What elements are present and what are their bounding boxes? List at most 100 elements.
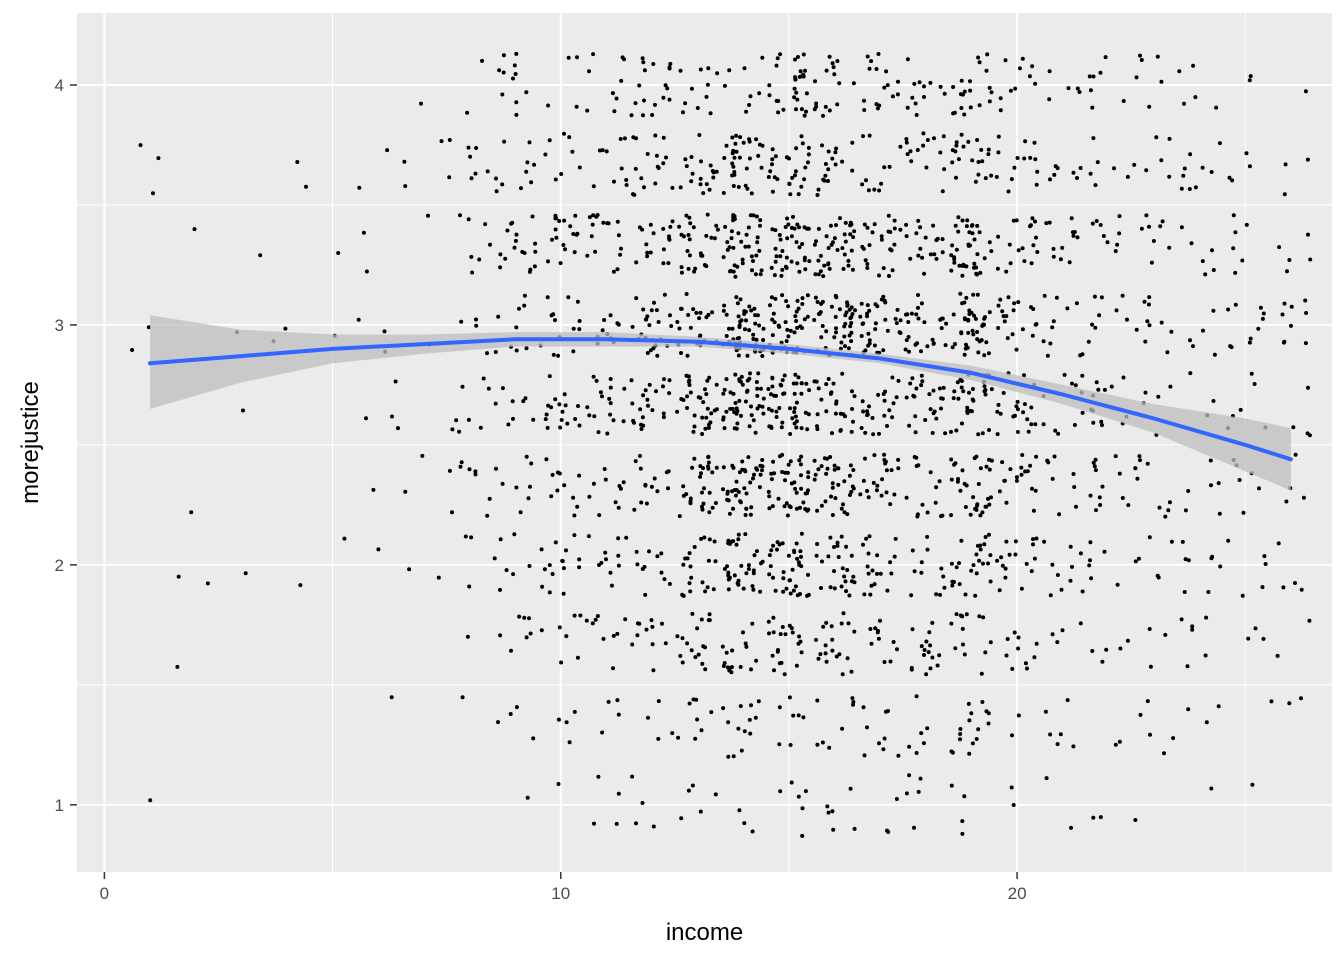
data-point (571, 495, 576, 500)
data-point (799, 107, 804, 112)
data-point (561, 566, 566, 571)
data-point (550, 572, 555, 576)
data-point (770, 157, 775, 162)
data-point (1233, 302, 1238, 307)
data-point (890, 415, 895, 420)
data-point (1218, 564, 1223, 569)
data-point (727, 511, 732, 516)
data-point (964, 224, 969, 229)
data-point (1055, 573, 1060, 577)
data-point (975, 223, 980, 228)
data-point (1148, 732, 1152, 737)
data-point (644, 501, 649, 506)
data-point (1012, 301, 1017, 306)
data-point (712, 408, 717, 413)
data-point (560, 558, 565, 563)
data-point (1029, 405, 1034, 410)
data-point (951, 312, 956, 317)
data-point (966, 139, 971, 144)
data-point (637, 225, 642, 230)
data-point (689, 648, 694, 653)
data-point (805, 593, 810, 598)
data-point (788, 591, 793, 596)
data-point (511, 572, 516, 577)
data-point (861, 246, 866, 251)
data-point (684, 164, 689, 169)
data-point (915, 148, 920, 152)
data-point (999, 555, 1004, 560)
data-point (686, 233, 691, 237)
data-point (651, 231, 656, 236)
data-point (986, 496, 990, 501)
data-point (1020, 56, 1025, 61)
data-point (776, 323, 781, 328)
data-point (1021, 410, 1026, 415)
data-point (549, 494, 554, 499)
data-point (1104, 647, 1109, 652)
data-point (1248, 336, 1253, 341)
data-point (1000, 460, 1005, 465)
data-point (995, 266, 1000, 271)
data-point (706, 466, 711, 471)
data-point (928, 80, 933, 85)
data-point (713, 501, 718, 505)
data-point (568, 224, 573, 229)
data-point (1120, 293, 1125, 298)
data-point (1093, 183, 1098, 188)
data-point (840, 246, 845, 251)
data-point (739, 563, 744, 568)
data-point (907, 349, 911, 354)
data-point (896, 457, 901, 462)
data-point (531, 417, 536, 422)
data-point (1299, 587, 1304, 592)
data-point (1291, 425, 1296, 430)
data-point (1142, 299, 1147, 304)
data-point (949, 783, 954, 788)
data-point (886, 830, 891, 834)
y-tick-label: 3 (55, 316, 64, 335)
data-point (773, 588, 778, 593)
data-point (486, 386, 491, 391)
data-point (146, 325, 151, 330)
data-point (1003, 575, 1008, 580)
data-point (1210, 554, 1215, 559)
data-point (803, 789, 808, 794)
data-point (688, 325, 693, 330)
data-point (865, 262, 870, 266)
data-point (726, 538, 731, 543)
data-point (883, 300, 888, 305)
data-point (565, 421, 570, 426)
data-point (934, 238, 939, 243)
data-point (769, 548, 774, 553)
data-point (987, 310, 992, 315)
data-point (794, 425, 799, 430)
data-point (754, 380, 759, 384)
data-point (1009, 785, 1014, 790)
data-point (342, 536, 347, 541)
data-point (794, 663, 799, 668)
data-point (546, 259, 550, 264)
data-point (1155, 573, 1160, 578)
data-point (574, 232, 579, 237)
data-point (777, 233, 782, 237)
data-point (703, 645, 707, 650)
data-point (1168, 384, 1173, 389)
data-point (976, 350, 981, 355)
data-point (1216, 481, 1221, 486)
data-point (962, 300, 967, 305)
data-point (984, 464, 989, 469)
data-point (1137, 454, 1142, 459)
data-point (1275, 653, 1280, 658)
data-point (744, 491, 749, 496)
data-point (813, 295, 818, 300)
data-point (958, 488, 963, 493)
data-point (643, 592, 648, 597)
data-point (1247, 340, 1252, 345)
data-point (882, 398, 887, 403)
data-point (514, 705, 519, 710)
data-point (623, 617, 628, 622)
data-point (1260, 585, 1265, 590)
data-point (882, 736, 887, 741)
data-point (1098, 223, 1103, 227)
data-point (867, 308, 872, 313)
